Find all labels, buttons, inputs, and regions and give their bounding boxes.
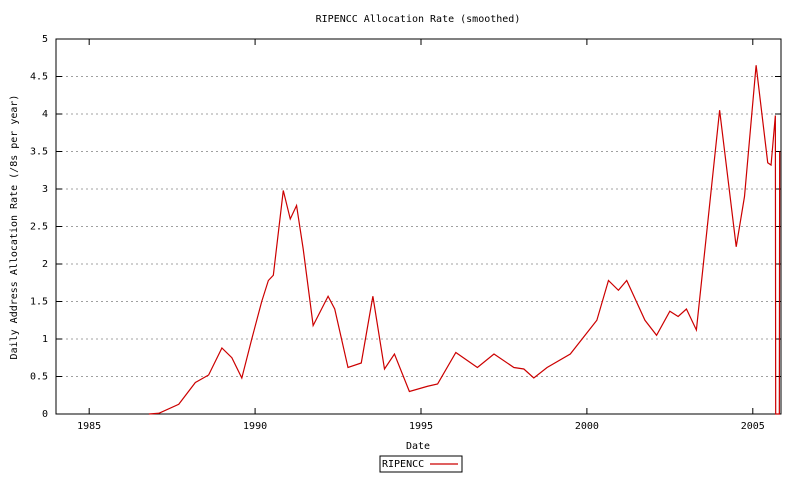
legend-box — [379, 455, 463, 473]
y-tick-label: 1 — [42, 334, 48, 345]
line-series — [148, 65, 781, 415]
y-tick-label: 4.5 — [30, 72, 48, 83]
y-tick-label: 0 — [42, 409, 48, 420]
y-tick-label: 3 — [42, 184, 48, 195]
y-tick-label: 2 — [42, 259, 48, 270]
x-tick-label: 1985 — [77, 421, 101, 432]
legend-label: RIPENCC — [382, 459, 424, 470]
x-tick-label: 2000 — [575, 421, 599, 432]
y-axis-label: Daily Address Allocation Rate (/8s per y… — [9, 95, 20, 360]
x-tick-label: 1995 — [409, 421, 433, 432]
chart-title: RIPENCC Allocation Rate (smoothed) — [316, 14, 521, 25]
y-tick-label: 0.5 — [30, 372, 48, 383]
x-tick-label: 1990 — [243, 421, 267, 432]
plot-frame — [55, 38, 782, 415]
y-tick-label: 3.5 — [30, 147, 48, 158]
y-tick-label: 4 — [42, 109, 48, 120]
y-tick-label: 1.5 — [30, 297, 48, 308]
x-axis-label: Date — [406, 441, 430, 452]
y-tick-label: 5 — [42, 34, 48, 45]
x-tick-label: 2005 — [741, 421, 765, 432]
y-tick-label: 2.5 — [30, 222, 48, 233]
